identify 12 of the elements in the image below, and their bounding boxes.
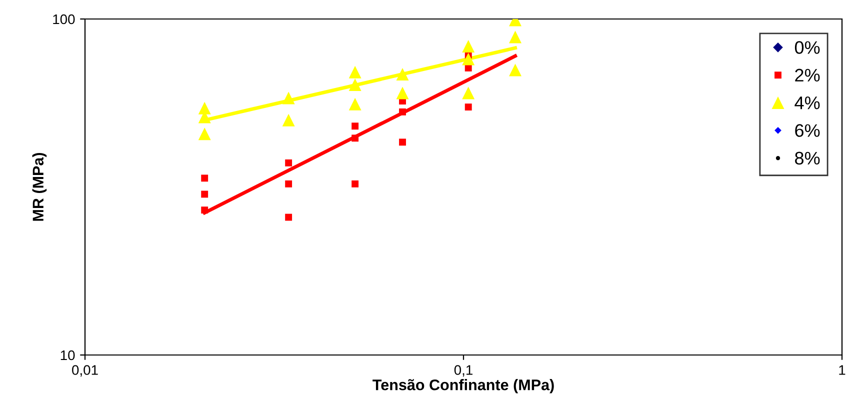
- y-axis-title: MR (MPa): [32, 152, 47, 221]
- legend-label: 4%: [794, 96, 820, 110]
- y-tick-label: 100: [53, 14, 75, 24]
- legend-label: 2%: [795, 68, 820, 82]
- x-tick-label: 1: [839, 365, 846, 375]
- legend-label: 6%: [795, 124, 820, 137]
- x-tick-label: 0,01: [72, 365, 98, 377]
- x-axis-title: Tensão Confinante (MPa): [372, 379, 554, 394]
- y-tick-label: 10: [60, 350, 75, 360]
- x-tick-label: 0,1: [454, 365, 472, 377]
- legend-label: 8%: [795, 152, 820, 165]
- legend-label: 0%: [794, 41, 820, 54]
